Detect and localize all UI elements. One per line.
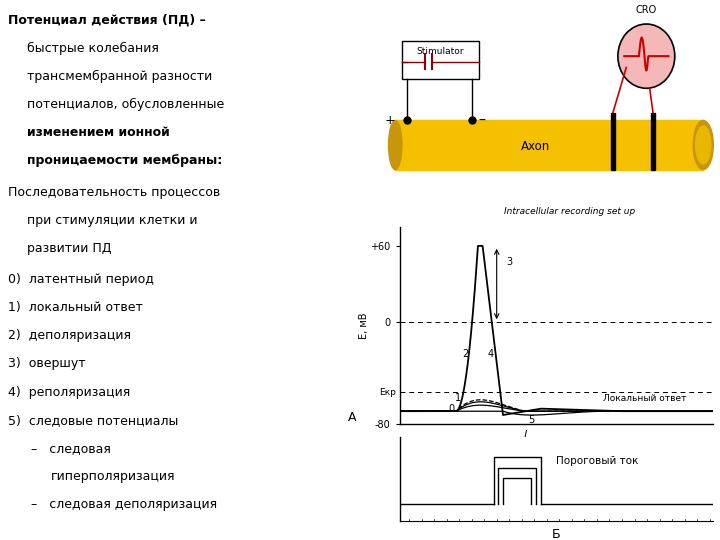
Text: 3: 3 [506,258,513,267]
Text: –   следовая деполяризация: – следовая деполяризация [32,498,217,511]
Text: А: А [348,411,357,424]
Text: изменением ионной: изменением ионной [27,126,170,139]
Text: 2: 2 [462,349,469,359]
Text: Пороговый ток: Пороговый ток [557,456,639,466]
Text: –: – [479,113,486,127]
Text: 5: 5 [528,415,534,425]
Text: развитии ПД: развитии ПД [27,242,112,255]
Text: Последовательность процессов: Последовательность процессов [8,186,220,199]
Ellipse shape [389,120,402,170]
Text: 0: 0 [449,403,454,414]
Text: –   следовая: – следовая [32,442,112,455]
Text: CRO: CRO [636,4,657,15]
Ellipse shape [693,120,714,170]
Text: 4: 4 [487,349,493,359]
Bar [611,113,615,170]
Text: потенциалов, обусловленные: потенциалов, обусловленные [27,98,225,111]
Text: проницаемости мембраны:: проницаемости мембраны: [27,154,222,167]
Text: Axon: Axon [521,140,551,153]
Text: при стимуляции клетки и: при стимуляции клетки и [27,214,198,227]
Text: 5)  следовые потенциалы: 5) следовые потенциалы [8,414,179,427]
Text: 0)  латентный период: 0) латентный период [8,273,154,286]
Text: l: l [523,430,526,440]
Text: 1: 1 [454,394,461,403]
Text: Stimulator: Stimulator [417,46,464,56]
Text: 4)  реполяризация: 4) реполяризация [8,386,130,399]
Y-axis label: E, мВ: E, мВ [359,312,369,339]
Circle shape [618,24,675,88]
Text: Потенциал действия (ПД) –: Потенциал действия (ПД) – [8,14,206,26]
Text: гиперполяризация: гиперполяризация [51,470,176,483]
Bar [402,41,479,79]
Text: +: + [385,114,395,127]
Bar [651,113,655,170]
Text: быстрые колебания: быстрые колебания [27,42,159,55]
Text: Екр: Екр [379,388,397,396]
Text: Б: Б [552,528,560,540]
Text: 3)  овершут: 3) овершут [8,357,86,370]
Text: 1)  локальный ответ: 1) локальный ответ [8,301,143,314]
Text: Локальный ответ: Локальный ответ [603,394,687,403]
Text: Intracellular recording set up: Intracellular recording set up [504,207,635,215]
Text: трансмембранной разности: трансмембранной разности [27,70,212,83]
Bar [395,120,703,170]
Text: 2)  деполяризация: 2) деполяризация [8,329,131,342]
Ellipse shape [696,126,711,164]
